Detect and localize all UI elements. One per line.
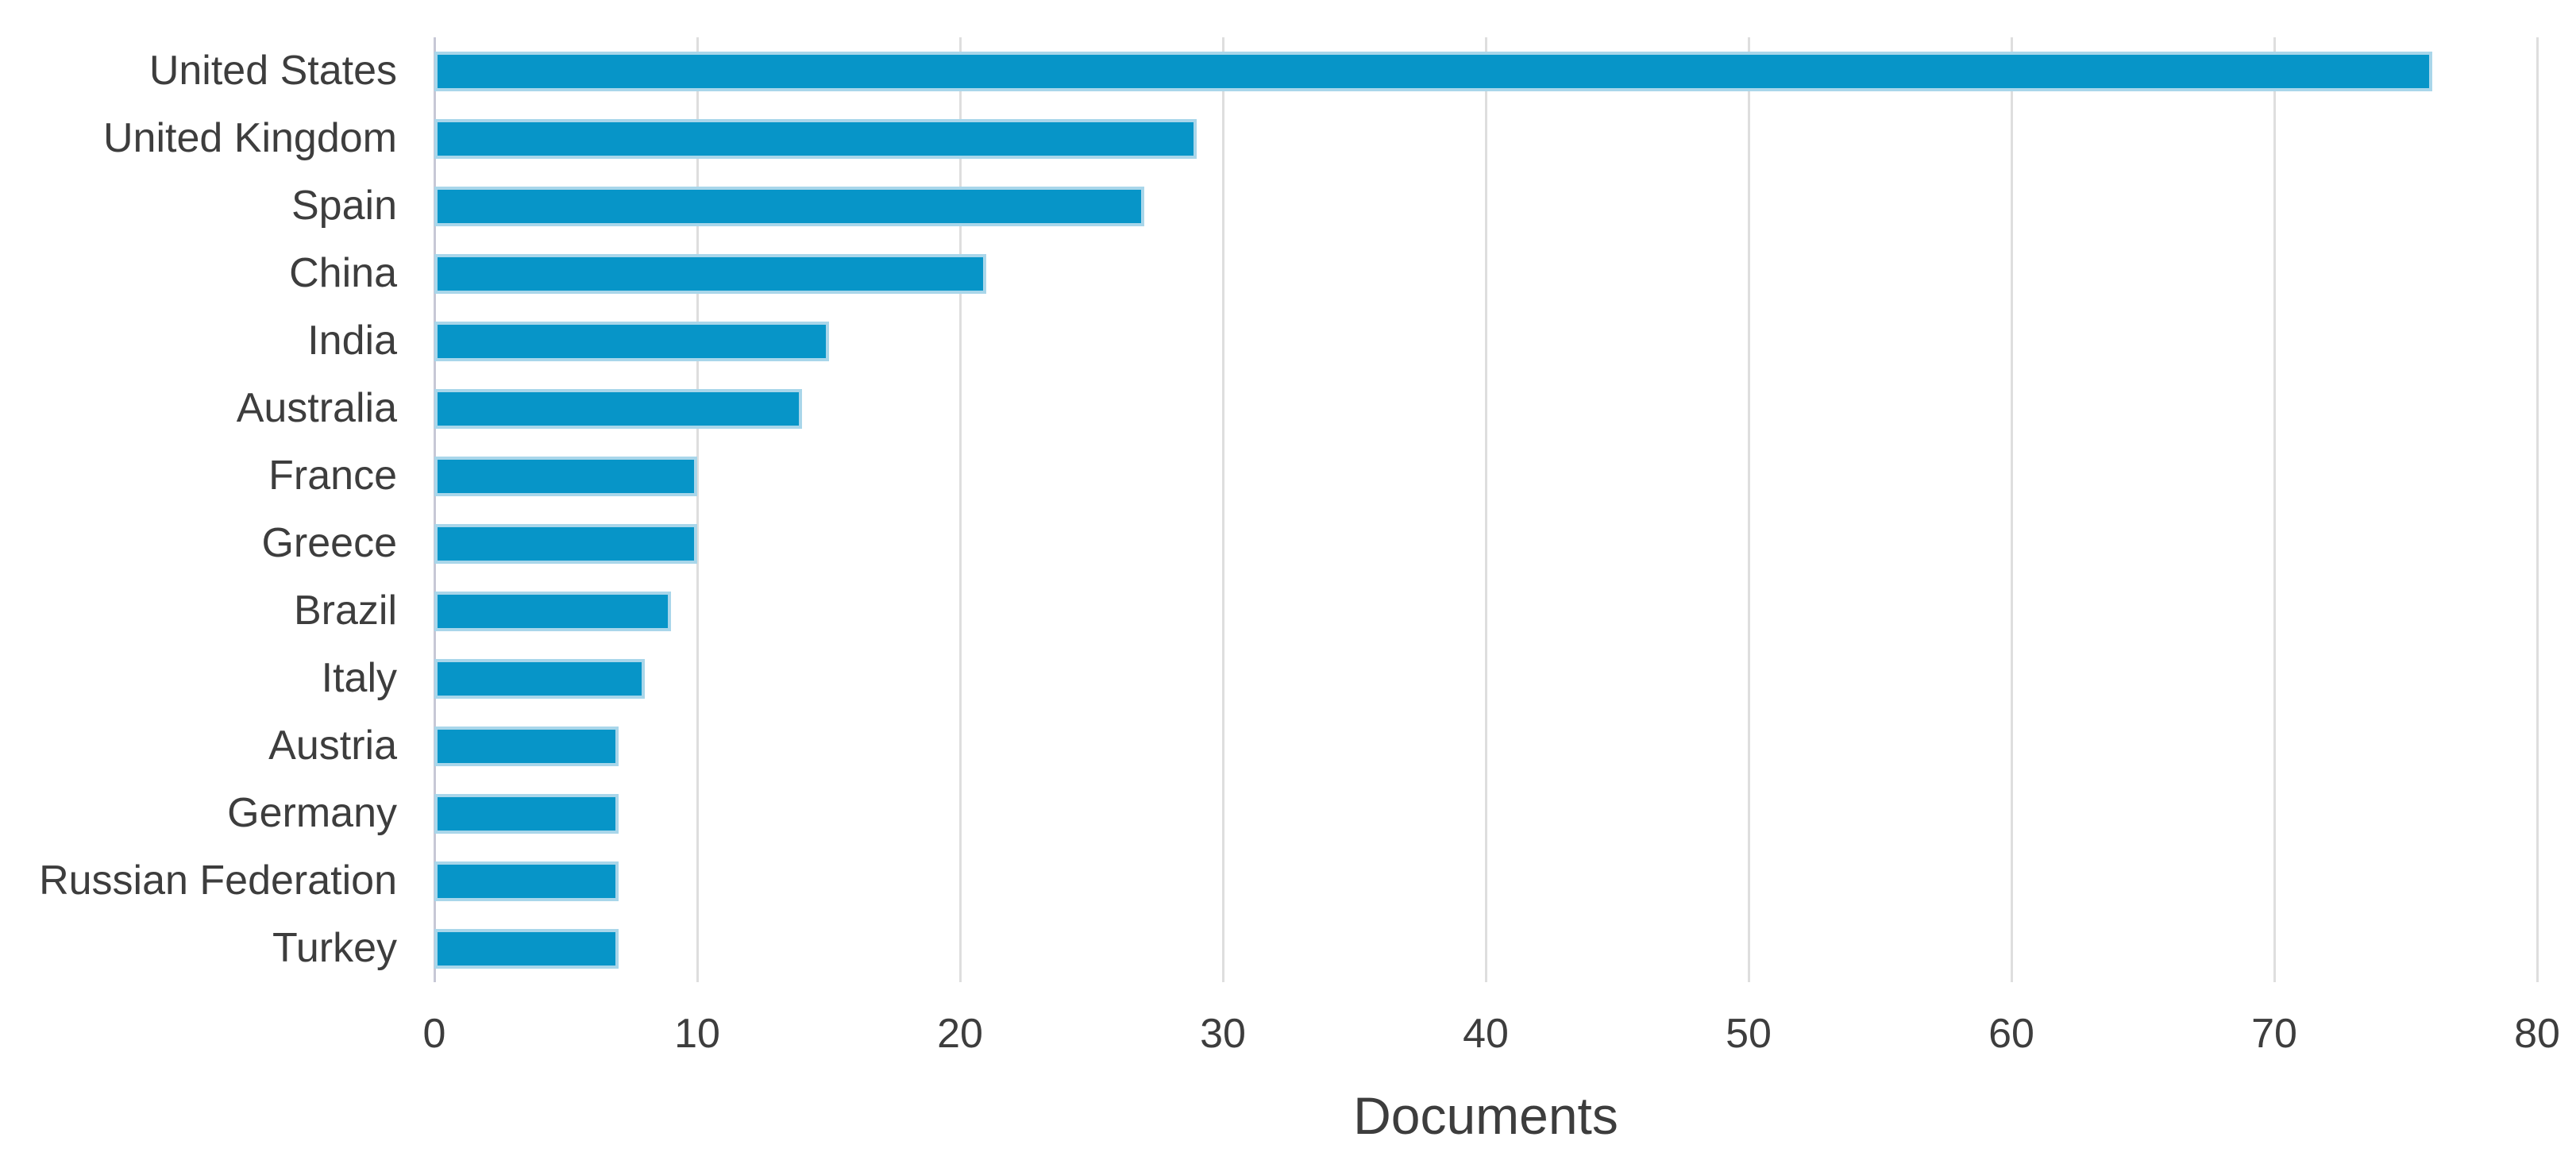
bar-track xyxy=(434,321,2537,361)
bar[interactable] xyxy=(434,658,645,699)
bar-track xyxy=(434,388,2537,429)
bar-track xyxy=(434,523,2537,564)
category-label: Greece xyxy=(261,519,397,566)
bar[interactable] xyxy=(434,793,619,834)
x-axis-ticks: 0 10 20 30 40 50 60 70 80 xyxy=(423,1009,2560,1058)
plot-area xyxy=(434,37,2539,982)
bar[interactable] xyxy=(434,861,619,901)
gridline xyxy=(1222,37,1224,982)
category-label: China xyxy=(289,249,397,296)
bar[interactable] xyxy=(434,523,697,564)
bar-track xyxy=(434,118,2537,159)
x-tick-label: 50 xyxy=(1726,1011,1772,1057)
bar-track xyxy=(434,726,2537,766)
bar[interactable] xyxy=(434,726,619,766)
bar-row: China xyxy=(0,240,2537,307)
bar-row: United Kingdom xyxy=(0,105,2537,172)
x-tick-label: 30 xyxy=(1200,1011,1246,1057)
x-tick-label: 20 xyxy=(937,1011,983,1057)
bar-rows: United States United Kingdom Spain China Ind… xyxy=(0,37,2537,982)
gridline xyxy=(2536,37,2539,982)
category-label: Spain xyxy=(291,182,397,229)
bar[interactable] xyxy=(434,456,697,496)
bar-row: India xyxy=(0,307,2537,375)
bar-track xyxy=(434,928,2537,969)
gridline xyxy=(2273,37,2276,982)
x-tick-label: 10 xyxy=(674,1011,720,1057)
gridline xyxy=(2011,37,2013,982)
gridline xyxy=(1748,37,1750,982)
bar-row: Australia xyxy=(0,375,2537,442)
bar-track xyxy=(434,186,2537,226)
category-label: United States xyxy=(148,47,397,94)
bar-row: Turkey xyxy=(0,915,2537,982)
bar-track xyxy=(434,51,2537,91)
category-label: Germany xyxy=(227,789,397,836)
bar[interactable] xyxy=(434,388,803,429)
bar-row: Germany xyxy=(0,780,2537,847)
bar[interactable] xyxy=(434,186,1144,226)
x-tick-label: 0 xyxy=(422,1011,446,1057)
category-label: Austria xyxy=(268,722,397,769)
bar-track xyxy=(434,456,2537,496)
x-tick-label: 70 xyxy=(2251,1011,2297,1057)
bar-track xyxy=(434,591,2537,631)
gridline xyxy=(959,37,962,982)
bar-track xyxy=(434,658,2537,699)
bar-row: Italy xyxy=(0,645,2537,712)
category-label: Russian Federation xyxy=(39,857,397,904)
bar-track xyxy=(434,253,2537,294)
bar[interactable] xyxy=(434,928,619,969)
category-label: France xyxy=(268,452,397,499)
bar-row: France xyxy=(0,442,2537,510)
bar[interactable] xyxy=(434,51,2432,91)
category-label: India xyxy=(307,317,397,364)
category-label: Italy xyxy=(321,654,397,701)
category-label: Australia xyxy=(236,384,397,431)
bar-row: Austria xyxy=(0,712,2537,780)
bar-track xyxy=(434,861,2537,901)
bar-row: Spain xyxy=(0,172,2537,240)
bar[interactable] xyxy=(434,253,987,294)
bar[interactable] xyxy=(434,591,671,631)
gridline xyxy=(1485,37,1487,982)
x-axis-title: Documents xyxy=(1353,1086,1618,1145)
category-label: United Kingdom xyxy=(103,114,397,161)
x-tick-label: 80 xyxy=(2514,1011,2560,1057)
bar[interactable] xyxy=(434,118,1197,159)
category-label: Brazil xyxy=(293,587,397,634)
y-axis-line xyxy=(434,37,436,982)
bar-row: Greece xyxy=(0,510,2537,577)
bar-row: Brazil xyxy=(0,577,2537,645)
x-tick-label: 40 xyxy=(1463,1011,1509,1057)
bar-row: Russian Federation xyxy=(0,847,2537,915)
bar-track xyxy=(434,793,2537,834)
bar-row: United States xyxy=(0,37,2537,105)
gridline xyxy=(696,37,699,982)
x-tick-label: 60 xyxy=(1988,1011,2034,1057)
bar[interactable] xyxy=(434,321,829,361)
category-label: Turkey xyxy=(272,924,397,971)
